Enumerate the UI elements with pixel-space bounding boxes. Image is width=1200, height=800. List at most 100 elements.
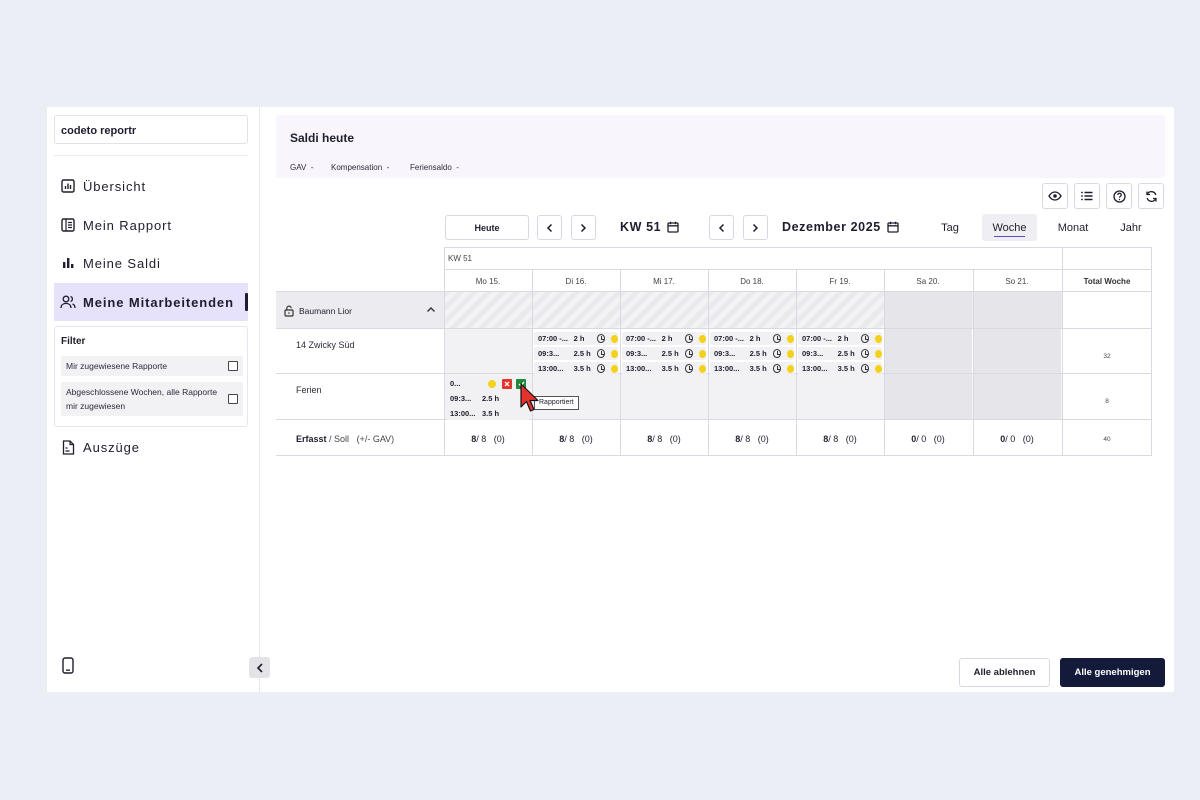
row-total: 32: [1103, 353, 1111, 360]
total-cell: [1062, 291, 1152, 328]
chevron-right-icon: [752, 223, 759, 232]
tab-tag[interactable]: Tag: [941, 221, 959, 234]
time-entry[interactable]: 13:00... 3.5 h: [798, 362, 882, 375]
pending-dot: [786, 334, 794, 343]
tab-monat[interactable]: Monat: [1057, 221, 1089, 234]
visibility-button[interactable]: [1042, 183, 1068, 209]
row-total: 8: [1105, 398, 1109, 405]
filter-option-label: Abgeschlossene Wochen, alle Rapporte mir…: [66, 387, 218, 411]
tooltip: Rapportiert: [534, 396, 579, 410]
app-window: codeto reportr Übersicht Mein Rapport Me…: [47, 107, 1174, 692]
clock-icon: [772, 364, 781, 373]
day-header-fr: Fr 19.: [829, 277, 851, 286]
chart-box-icon: [60, 178, 76, 194]
saldi-feriensaldo: Feriensaldo -: [410, 163, 459, 172]
chevron-left-icon: [256, 662, 263, 673]
summary-cell: 8/ 8 (0): [823, 434, 857, 444]
calendar-icon: [667, 221, 679, 233]
pending-dot: [698, 334, 706, 343]
help-icon: [1112, 189, 1126, 203]
time-entry[interactable]: 09:3... 2.5 h: [710, 347, 794, 360]
list-view-button[interactable]: [1074, 183, 1100, 209]
filter-option-closed-weeks[interactable]: Abgeschlossene Wochen, alle Rapporte mir…: [61, 382, 243, 416]
chevron-up-icon[interactable]: [426, 306, 436, 313]
sidebar-item-overview[interactable]: Übersicht: [54, 167, 248, 205]
summary-cell: 8/ 8 (0): [471, 434, 505, 444]
pending-dot: [874, 334, 882, 343]
chevron-left-icon: [546, 223, 553, 232]
sidebar-item-meine-saldi[interactable]: Meine Saldi: [54, 244, 248, 282]
reject-icon[interactable]: [502, 378, 512, 389]
filter-option-label: Mir zugewiesene Rapporte: [66, 361, 168, 371]
time-entry[interactable]: 07:00 -... 2 h: [534, 332, 618, 345]
collapse-sidebar-button[interactable]: [249, 657, 270, 678]
time-entry[interactable]: 13:00... 3.5 h: [710, 362, 794, 375]
chevron-left-icon: [718, 223, 725, 232]
month-picker[interactable]: Dezember 2025: [782, 220, 899, 234]
sidebar-item-label: Mein Rapport: [83, 217, 172, 233]
empty-cell: [444, 328, 532, 373]
kw-header: KW 51: [448, 254, 473, 263]
time-entry[interactable]: 07:00 -... 2 h: [798, 332, 882, 345]
hatch-cell: [620, 291, 708, 328]
time-entry[interactable]: 13:00... 3.5 h: [446, 407, 530, 420]
refresh-icon: [1145, 190, 1157, 202]
week-grid: KW 51 Mo 15. Di 16. Mi 17. Do 18. Fr 19.…: [276, 247, 1152, 456]
tab-jahr[interactable]: Jahr: [1120, 221, 1142, 234]
sidebar: codeto reportr Übersicht Mein Rapport Me…: [47, 107, 260, 692]
checkbox[interactable]: [228, 394, 238, 404]
day-header-di: Di 16.: [565, 277, 587, 286]
sidebar-item-mein-rapport[interactable]: Mein Rapport: [54, 206, 248, 244]
time-entry[interactable]: 07:00 -... 2 h: [622, 332, 706, 345]
approve-all-button[interactable]: Alle genehmigen: [1060, 658, 1165, 687]
sidebar-item-label: Übersicht: [83, 178, 147, 194]
help-button[interactable]: [1106, 183, 1132, 209]
time-entry[interactable]: 07:00 -... 2 h: [710, 332, 794, 345]
lock-open-icon: [284, 305, 294, 317]
summary-total: 40: [1103, 436, 1111, 443]
total-week-header: Total Woche: [1083, 277, 1131, 286]
saldi-card: Saldi heute GAV - Kompensation - Feriens…: [276, 115, 1165, 178]
pending-dot: [698, 364, 706, 373]
sidebar-item-meine-mitarbeitenden[interactable]: Meine Mitarbeitenden: [54, 283, 248, 321]
time-entry[interactable]: 13:00... 3.5 h: [534, 362, 618, 375]
calendar-icon: [887, 221, 899, 233]
next-month-button[interactable]: [743, 215, 768, 240]
filter-option-assigned[interactable]: Mir zugewiesene Rapporte: [61, 356, 243, 376]
time-entry[interactable]: 09:3... 2.5 h: [446, 392, 530, 405]
time-entry[interactable]: 09:3... 2.5 h: [534, 347, 618, 360]
sidebar-item-label: Auszüge: [83, 439, 140, 455]
week-picker[interactable]: KW 51: [620, 220, 679, 234]
today-button[interactable]: Heute: [445, 215, 529, 240]
time-entry[interactable]: 09:3... 2.5 h: [622, 347, 706, 360]
clock-icon: [772, 349, 781, 358]
refresh-button[interactable]: [1138, 183, 1164, 209]
time-entry[interactable]: 09:3... 2.5 h: [798, 347, 882, 360]
saldi-title: Saldi heute: [290, 131, 355, 145]
pending-dot: [786, 349, 794, 358]
prev-week-button[interactable]: [537, 215, 562, 240]
next-week-button[interactable]: [571, 215, 596, 240]
pending-dot: [610, 334, 618, 343]
day-header-mo: Mo 15.: [475, 277, 501, 286]
hatch-cell: [796, 291, 884, 328]
time-entry[interactable]: 0...: [446, 377, 530, 390]
row-label-ferien: Ferien: [296, 385, 322, 395]
prev-month-button[interactable]: [709, 215, 734, 240]
pending-dot: [488, 379, 496, 388]
time-entry[interactable]: 13:00... 3.5 h: [622, 362, 706, 375]
reject-all-button[interactable]: Alle ablehnen: [959, 658, 1050, 687]
clock-icon: [596, 334, 605, 343]
sidebar-item-label: Meine Saldi: [83, 255, 161, 271]
clock-icon: [684, 349, 693, 358]
list-icon: [1081, 191, 1093, 201]
clock-icon: [684, 334, 693, 343]
sidebar-item-auszuege[interactable]: Auszüge: [54, 428, 248, 466]
mobile-icon[interactable]: [62, 657, 74, 674]
checkbox[interactable]: [228, 361, 238, 371]
pending-dot: [874, 349, 882, 358]
tab-woche[interactable]: Woche: [982, 214, 1037, 241]
filter-title: Filter: [61, 336, 86, 347]
clock-icon: [860, 364, 869, 373]
pending-dot: [698, 349, 706, 358]
